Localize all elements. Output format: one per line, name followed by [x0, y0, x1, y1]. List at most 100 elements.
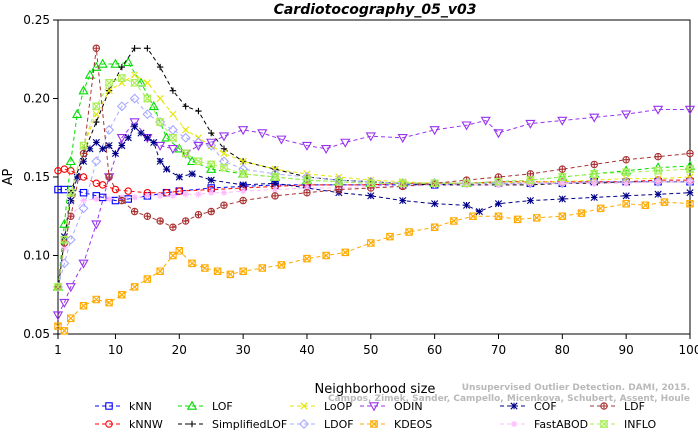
series-marker: [335, 186, 343, 193]
series-marker: [431, 200, 439, 208]
series-marker: [72, 108, 83, 118]
legend-label: KDEOS: [394, 418, 432, 431]
series-marker: [105, 173, 113, 181]
series-marker: [270, 168, 281, 179]
series-marker: [168, 134, 178, 142]
series-marker: [463, 181, 470, 189]
series-marker: [174, 143, 185, 153]
chart-title: Cardiotocography_05_v03: [274, 2, 477, 18]
series-marker: [239, 181, 247, 189]
series-marker: [206, 140, 217, 151]
series-marker: [257, 129, 268, 139]
series-marker: [494, 173, 503, 181]
series-marker: [80, 197, 87, 204]
series-marker: [156, 267, 164, 275]
series-marker: [79, 188, 88, 197]
series-marker: [123, 57, 134, 67]
series-marker: [239, 170, 247, 178]
series-marker: [207, 160, 215, 169]
series-marker: [600, 402, 608, 410]
series-marker: [73, 173, 81, 181]
series-marker: [220, 145, 228, 152]
series-marker: [79, 173, 88, 181]
series-marker: [79, 149, 88, 158]
series-marker: [144, 213, 151, 220]
series-marker: [104, 124, 115, 135]
series-marker: [461, 121, 472, 131]
series-marker: [98, 193, 107, 202]
series-marker: [271, 173, 279, 181]
series-marker: [111, 149, 120, 158]
series-marker: [469, 212, 477, 220]
series-marker: [91, 156, 102, 167]
series-marker: [340, 138, 351, 148]
series-marker: [169, 134, 177, 142]
series-marker: [129, 93, 140, 104]
series-marker: [65, 283, 76, 293]
series-marker: [429, 126, 440, 136]
series-marker: [79, 141, 88, 150]
series-marker: [116, 134, 127, 144]
series-marker: [370, 420, 378, 428]
legend-label: LOF: [212, 400, 233, 413]
series-marker: [118, 63, 126, 71]
series-marker: [686, 189, 694, 197]
series-marker: [93, 195, 100, 203]
legend-item-loop: LoOP: [290, 400, 352, 413]
series-marker: [220, 163, 228, 172]
legend-label: kNNW: [129, 418, 163, 431]
series-marker: [124, 187, 132, 195]
series-marker: [654, 190, 662, 198]
series-marker: [622, 174, 630, 183]
series-marker: [180, 132, 191, 143]
series-marker: [135, 77, 147, 87]
y-tick-label: 0.05: [23, 327, 50, 341]
series-marker: [208, 189, 215, 196]
series-marker: [167, 124, 178, 135]
series-marker: [462, 179, 471, 188]
series-marker: [156, 94, 164, 103]
series-line: [57, 97, 690, 288]
series-marker: [59, 298, 70, 308]
legend-item-simplifiedlof: SimplifiedLOF: [178, 418, 287, 431]
legend-label: kNN: [129, 400, 152, 413]
series-marker: [686, 165, 694, 173]
series-marker: [533, 214, 541, 222]
series-marker: [79, 157, 88, 165]
series-marker: [144, 192, 151, 200]
series-marker: [86, 145, 94, 153]
series-marker: [67, 314, 75, 323]
series-marker: [105, 402, 113, 410]
series-marker: [622, 199, 630, 208]
x-tick-label: 1: [54, 343, 62, 357]
series-marker: [213, 267, 222, 275]
series-marker: [156, 217, 164, 225]
series-marker: [271, 186, 279, 193]
series-marker: [206, 138, 217, 148]
series-marker: [526, 196, 534, 205]
series-marker: [67, 196, 75, 205]
x-tick-label: 50: [363, 343, 378, 357]
y-axis-label: AP: [1, 168, 16, 185]
series-marker: [169, 87, 177, 94]
series-marker: [303, 254, 311, 263]
series-marker: [169, 223, 177, 231]
series-marker: [79, 141, 89, 150]
series-marker: [558, 165, 567, 173]
series-marker: [175, 173, 183, 181]
series-marker: [182, 103, 189, 110]
series-marker: [181, 217, 190, 225]
series-marker: [93, 45, 100, 52]
series-marker: [494, 177, 503, 186]
series-marker: [92, 179, 101, 188]
series-marker: [322, 251, 330, 260]
series-marker: [653, 176, 664, 187]
series-marker: [303, 184, 311, 192]
y-tick-label: 0.10: [23, 249, 50, 263]
series-marker: [622, 156, 630, 163]
series-marker: [525, 119, 536, 129]
legend: kNN kNNW LOF SimplifiedLOF LoOP LDOF ODIN KDEOS…: [95, 400, 657, 431]
series-marker: [590, 170, 598, 178]
series-marker: [78, 203, 89, 214]
series-marker: [367, 184, 375, 192]
